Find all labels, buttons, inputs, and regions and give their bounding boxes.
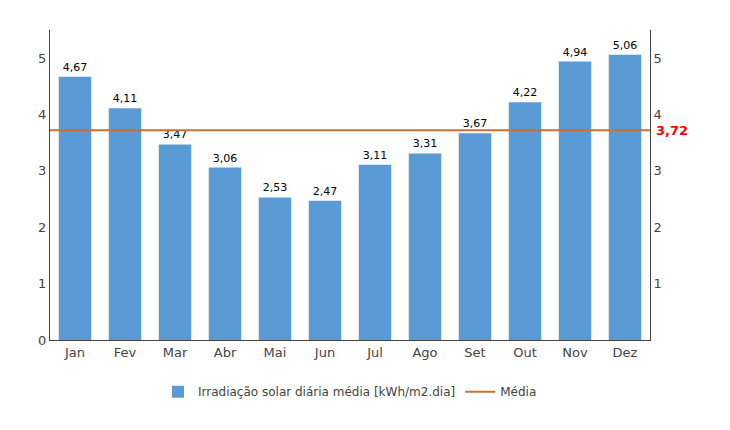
svg-text:Mar: Mar (163, 345, 188, 360)
svg-text:0: 0 (38, 333, 46, 348)
svg-text:3,11: 3,11 (363, 149, 388, 162)
svg-text:4,22: 4,22 (513, 86, 538, 99)
svg-text:4,67: 4,67 (63, 61, 88, 74)
svg-text:Nov: Nov (562, 345, 588, 360)
svg-text:5,06: 5,06 (613, 39, 638, 52)
svg-text:Ago: Ago (412, 345, 437, 360)
svg-text:4: 4 (654, 107, 662, 122)
svg-text:2,47: 2,47 (313, 185, 338, 198)
svg-text:1: 1 (654, 276, 662, 291)
svg-text:5: 5 (38, 51, 46, 66)
svg-text:3,47: 3,47 (163, 128, 188, 141)
svg-text:Jan: Jan (64, 345, 85, 360)
svg-text:3,72: 3,72 (656, 123, 688, 138)
svg-text:4,11: 4,11 (113, 92, 138, 105)
svg-text:3: 3 (38, 163, 46, 178)
svg-text:2,53: 2,53 (263, 181, 288, 194)
svg-text:Jul: Jul (366, 345, 383, 360)
svg-text:Out: Out (513, 345, 537, 360)
svg-text:3,67: 3,67 (463, 117, 488, 130)
svg-text:2: 2 (38, 220, 46, 235)
svg-text:Fev: Fev (114, 345, 137, 360)
svg-text:1: 1 (38, 276, 46, 291)
svg-text:4,94: 4,94 (563, 46, 588, 59)
svg-text:Mai: Mai (264, 345, 287, 360)
svg-text:Set: Set (464, 345, 485, 360)
svg-text:Irradiação solar diária média: Irradiação solar diária média [kWh/m2.di… (198, 385, 455, 399)
svg-text:3,06: 3,06 (213, 152, 238, 165)
svg-text:3,31: 3,31 (413, 137, 438, 150)
svg-text:Dez: Dez (613, 345, 638, 360)
svg-text:Abr: Abr (214, 345, 237, 360)
svg-text:4: 4 (38, 107, 46, 122)
svg-text:2: 2 (654, 220, 662, 235)
svg-text:Média: Média (500, 385, 536, 399)
svg-text:3: 3 (654, 163, 662, 178)
svg-text:Jun: Jun (314, 345, 335, 360)
svg-text:5: 5 (654, 51, 662, 66)
